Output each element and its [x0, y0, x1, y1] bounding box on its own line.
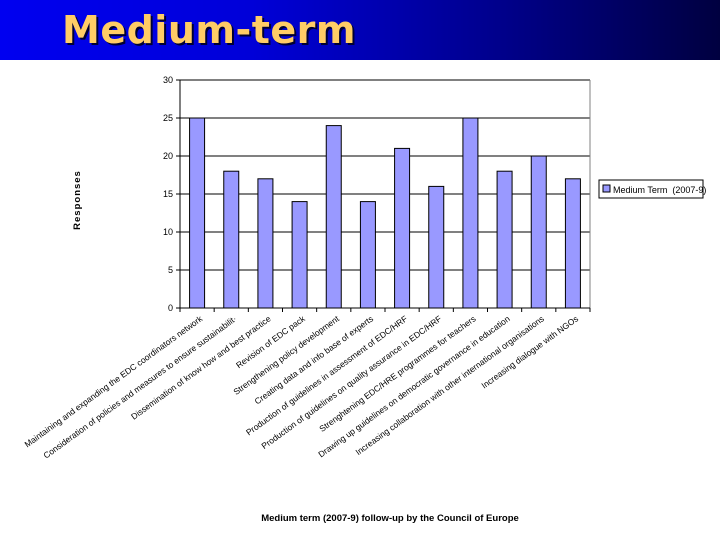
- gridlines: [180, 79, 590, 309]
- y-tick-label: 10: [163, 227, 173, 237]
- x-axis-title: Medium term (2007-9) follow-up by the Co…: [261, 513, 519, 524]
- legend-box: [598, 179, 704, 199]
- title-banner: Medium-term: [0, 0, 720, 60]
- bar: [394, 147, 411, 309]
- bar: [223, 170, 240, 309]
- bar: [359, 201, 376, 309]
- bar: [257, 178, 274, 309]
- y-tick-label: 0: [168, 303, 173, 313]
- legend: Medium Term (2007-9): [598, 179, 706, 199]
- bars: [189, 117, 581, 309]
- bar: [325, 125, 342, 309]
- legend-swatch: [602, 184, 611, 193]
- legend-label: Medium Term (2007-9): [613, 185, 706, 195]
- slide-title: Medium-term: [62, 8, 357, 52]
- bar-chart: 0 5 10 15 20 25 30 Maintaining and expanding t…: [23, 75, 707, 524]
- axes: [176, 79, 591, 312]
- y-tick-label: 15: [163, 189, 173, 199]
- y-tick-label: 5: [168, 265, 173, 275]
- x-category-label: Consideration of policies and measures t…: [41, 314, 238, 461]
- y-axis-title: Responses: [72, 170, 83, 230]
- bar: [291, 201, 308, 309]
- y-tick-label: 20: [163, 151, 173, 161]
- y-tick-label: 25: [163, 113, 173, 123]
- y-tick-labels: 0 5 10 15 20 25 30: [163, 75, 173, 313]
- bar: [496, 170, 513, 309]
- bar: [564, 178, 581, 309]
- x-category-label: Strenghtening EDC/HRE programmes for tea…: [317, 314, 477, 434]
- bar: [428, 185, 445, 309]
- x-category-labels: Maintaining and expanding the EDC coordi…: [23, 313, 581, 460]
- bar: [189, 117, 206, 309]
- bar: [462, 117, 479, 309]
- x-category-label: Dissemination of know how and best pract…: [129, 313, 273, 421]
- y-tick-label: 30: [163, 75, 173, 85]
- bar: [530, 155, 547, 309]
